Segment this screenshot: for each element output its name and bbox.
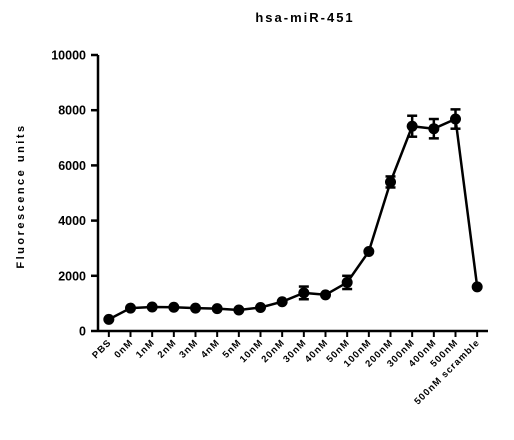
- y-tick-label: 2000: [58, 269, 86, 283]
- x-tick-label: 30nM: [281, 337, 309, 365]
- data-point: [298, 287, 310, 299]
- x-tick-label: 3nM: [177, 337, 200, 360]
- y-axis-label: Fluorescence units: [15, 123, 27, 268]
- x-axis-ticks: PBS0nM1nM2nM3nM4nM5nM10nM20nM30nM40nM50n…: [90, 331, 482, 407]
- y-tick-label: 8000: [58, 104, 86, 118]
- x-tick-label: 1nM: [134, 337, 157, 360]
- data-point: [428, 123, 440, 135]
- data-point: [146, 301, 158, 313]
- x-tick-label: 4nM: [199, 337, 222, 360]
- x-tick-label: 20nM: [260, 337, 288, 365]
- x-tick-label: 10nM: [238, 337, 266, 365]
- data-point: [406, 120, 418, 132]
- data-point: [450, 113, 461, 125]
- chart-title: hsa-miR-451: [255, 10, 354, 25]
- x-tick-label: 2nM: [156, 337, 179, 360]
- data-point: [255, 302, 266, 314]
- data-point: [103, 313, 115, 325]
- x-tick-label: PBS: [90, 337, 114, 361]
- x-tick-label: 40nM: [303, 337, 331, 365]
- y-tick-label: 4000: [58, 214, 86, 228]
- data-point: [190, 302, 201, 314]
- y-tick-label: 0: [79, 325, 86, 339]
- data-point: [276, 296, 288, 308]
- data-point: [385, 176, 396, 188]
- y-tick-label: 10000: [51, 49, 86, 63]
- data-point: [233, 304, 245, 316]
- y-axis-ticks: 0 2000 4000 6000 8000 10000: [51, 49, 98, 339]
- data-point: [168, 301, 180, 313]
- y-tick-label: 6000: [58, 159, 86, 173]
- data-point: [320, 289, 331, 301]
- data-point: [125, 302, 136, 314]
- x-tick-label: 0nM: [112, 337, 135, 360]
- data-point: [211, 303, 223, 315]
- series-line: [108, 117, 479, 321]
- plot-area: [103, 108, 483, 325]
- data-point: [363, 246, 375, 258]
- data-point: [341, 276, 353, 288]
- data-point: [471, 281, 483, 293]
